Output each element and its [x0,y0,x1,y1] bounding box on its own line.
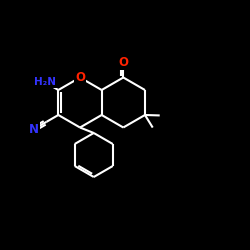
Text: O: O [75,71,85,84]
Text: H₂N: H₂N [34,77,56,87]
Text: N: N [29,122,39,136]
Text: O: O [118,56,128,70]
